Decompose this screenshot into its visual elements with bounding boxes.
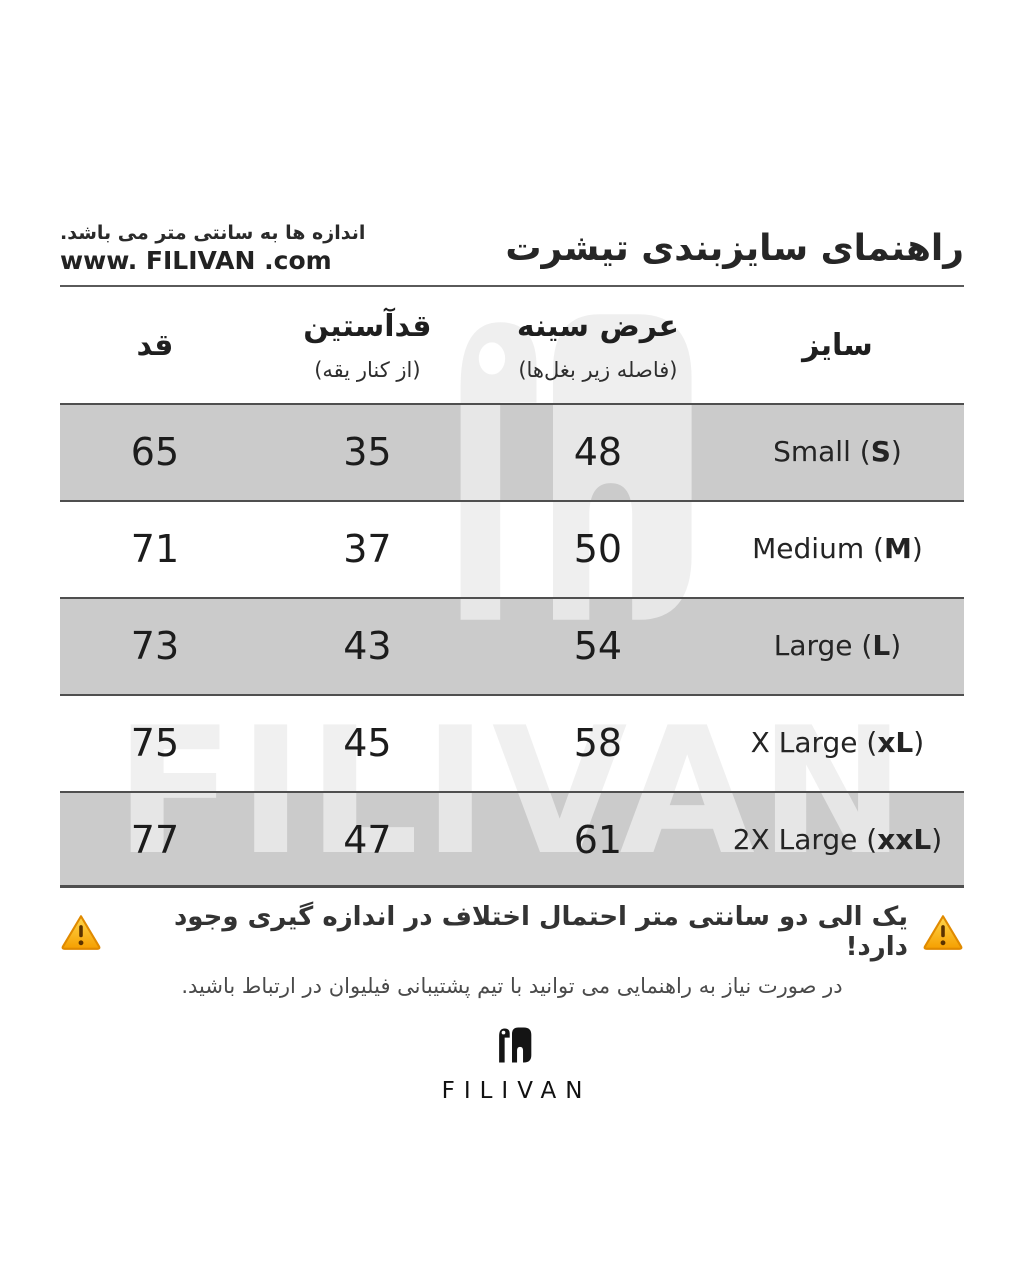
warning-banner: یک الی دو سانتی متر احتمال اختلاف در اند… <box>60 902 964 962</box>
measurement-note-block: اندازه ها به سانتی متر می باشد. www. FIL… <box>60 222 365 275</box>
cell-chest-width: 50 <box>573 526 623 571</box>
cell-length: 71 <box>130 526 180 571</box>
warning-triangle-icon <box>923 915 963 950</box>
table-row: Large (L) 54 43 73 <box>60 597 964 694</box>
cell-sleeve-length: 37 <box>343 526 392 571</box>
table-row: Medium (M) 50 37 71 <box>60 500 964 597</box>
filivan-elephant-logo-icon <box>499 1027 532 1063</box>
measurement-note: اندازه ها به سانتی متر می باشد. <box>60 222 366 244</box>
table-header-row: سایز عرض سینه (فاصله زیر بغل‌ها) قدآستین… <box>60 287 964 403</box>
cell-size-label: Small (S) <box>773 435 902 468</box>
column-header-size: سایز <box>711 328 964 363</box>
warning-text: یک الی دو سانتی متر احتمال اختلاف در اند… <box>173 902 908 962</box>
cell-sleeve-length: 47 <box>343 817 392 862</box>
cell-sleeve-length: 35 <box>343 429 392 474</box>
header-bar: راهنمای سایزبندی تیشرت اندازه ها به سانت… <box>60 222 964 287</box>
column-subtitle: (از کنار یقه) <box>314 357 421 382</box>
cell-length: 77 <box>130 817 180 862</box>
cell-chest-width: 61 <box>573 817 623 862</box>
warning-triangle-icon <box>61 915 101 950</box>
cell-size-label: X Large (xL) <box>750 726 925 759</box>
filivan-logo: FILIVAN <box>60 1022 964 1104</box>
size-table: Small (S) 48 35 65 Medium (M) 50 37 71 L… <box>60 403 964 888</box>
brand-name: FILIVAN <box>441 1078 592 1104</box>
column-label: عرض سینه <box>516 308 679 344</box>
cell-sleeve-length: 45 <box>343 720 392 765</box>
table-row: 2X Large (xxL) 61 47 77 <box>60 791 964 888</box>
column-label: قد <box>136 327 174 363</box>
table-row: Small (S) 48 35 65 <box>60 403 964 500</box>
cell-chest-width: 58 <box>573 720 623 765</box>
cell-chest-width: 54 <box>573 623 623 668</box>
column-header-length: قد <box>60 328 250 363</box>
cell-size-label: Medium (M) <box>752 532 923 565</box>
column-subtitle: (فاصله زیر بغل‌ها) <box>518 357 678 382</box>
column-label: قدآستین <box>303 308 432 344</box>
page-title: راهنمای سایزبندی تیشرت <box>505 228 964 269</box>
cell-chest-width: 48 <box>573 429 623 474</box>
column-header-sleeve-length: قدآستین (از کنار یقه) <box>250 309 485 382</box>
table-row: X Large (xL) 58 45 75 <box>60 694 964 791</box>
support-text: در صورت نیاز به راهنمایی می توانید با تی… <box>181 974 843 998</box>
column-header-chest-width: عرض سینه (فاصله زیر بغل‌ها) <box>485 309 711 382</box>
cell-size-label: Large (L) <box>773 629 902 662</box>
cell-length: 65 <box>130 429 180 474</box>
cell-size-label: 2X Large (xxL) <box>732 823 943 856</box>
cell-length: 75 <box>130 720 180 765</box>
website-url: www. FILIVAN .com <box>60 246 332 275</box>
column-label: سایز <box>802 327 873 363</box>
cell-length: 73 <box>130 623 180 668</box>
cell-sleeve-length: 43 <box>343 623 392 668</box>
